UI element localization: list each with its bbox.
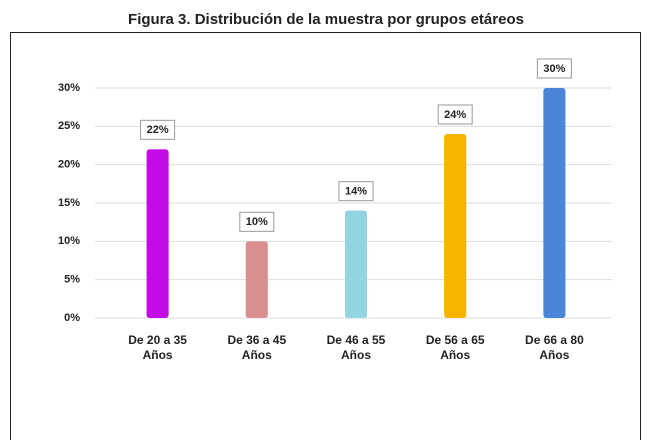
y-tick-label: 5% <box>64 274 80 286</box>
chart-title: Figura 3. Distribución de la muestra por… <box>128 11 524 28</box>
bar-shade <box>543 88 566 318</box>
value-label: 10% <box>246 216 268 228</box>
y-tick-label: 10% <box>58 235 80 247</box>
value-label-box <box>437 104 473 125</box>
value-label-box <box>140 119 176 140</box>
bar-shade <box>444 134 467 318</box>
y-tick-label: 20% <box>58 159 80 171</box>
value-label: 14% <box>345 186 367 198</box>
value-label: 22% <box>147 124 169 136</box>
bar-shade <box>345 210 367 318</box>
x-tick-label: De 20 a 35 Años <box>128 333 187 362</box>
y-tick-label: 30% <box>58 82 80 94</box>
value-label-box <box>239 211 275 232</box>
y-tick-label: 25% <box>58 120 80 132</box>
value-label-box <box>338 181 374 202</box>
bar-shade <box>146 149 169 318</box>
bar-shade <box>245 241 268 318</box>
value-label-box <box>536 58 572 79</box>
y-tick-label: 15% <box>58 197 80 209</box>
x-tick-label: De 66 a 80 Años <box>525 333 584 362</box>
x-tick-label: De 36 a 45 Años <box>227 333 287 362</box>
y-tick-label: 0% <box>64 312 80 324</box>
value-label: 30% <box>543 63 565 75</box>
value-label: 24% <box>444 109 466 121</box>
x-tick-label: De 46 a 55 Años <box>326 333 386 362</box>
chart-frame <box>10 32 641 440</box>
x-tick-label: De 56 a 65 Años <box>425 333 485 362</box>
